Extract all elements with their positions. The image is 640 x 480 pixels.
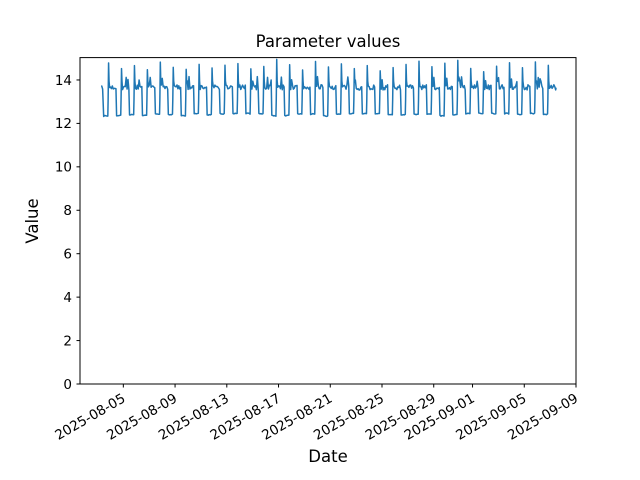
y-tick-label: 2	[63, 333, 72, 349]
chart-title: Parameter values	[256, 32, 401, 51]
x-axis-ticks: 2025-08-052025-08-092025-08-132025-08-17…	[52, 384, 581, 444]
y-axis-ticks: 0 2 4 6 8 10 12 14	[55, 73, 80, 393]
y-tick-label: 6	[63, 247, 72, 263]
y-tick-label: 14	[55, 73, 72, 89]
x-axis-label: Date	[308, 447, 347, 466]
y-axis-label: Value	[23, 198, 42, 243]
plot-area	[79, 57, 577, 385]
data-line-series	[100, 58, 557, 118]
y-tick-label: 8	[63, 203, 72, 219]
y-tick-label: 12	[55, 116, 72, 132]
y-tick-label: 4	[63, 290, 72, 306]
y-tick-label: 0	[63, 377, 72, 393]
y-tick-label: 10	[55, 160, 72, 176]
data-series-group	[100, 58, 557, 118]
